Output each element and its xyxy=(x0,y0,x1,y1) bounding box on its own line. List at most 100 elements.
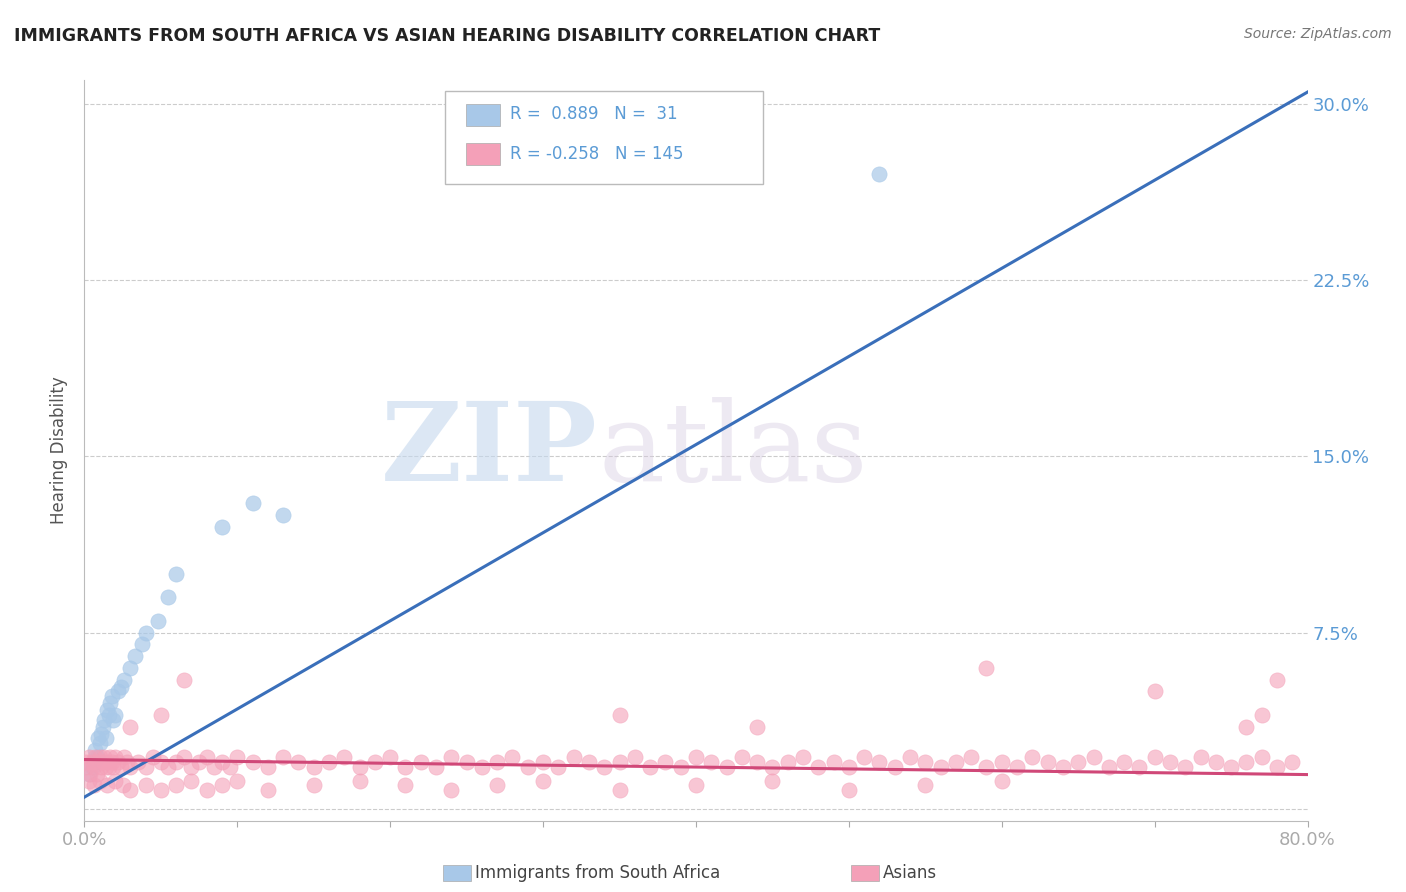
Point xyxy=(471,759,494,773)
Point xyxy=(93,750,115,764)
Point xyxy=(456,755,478,769)
Point xyxy=(747,755,769,769)
Point xyxy=(287,755,309,769)
Point xyxy=(776,755,799,769)
Point xyxy=(149,707,172,722)
Point xyxy=(242,496,264,510)
Point xyxy=(173,673,195,687)
Text: R = -0.258   N = 145: R = -0.258 N = 145 xyxy=(510,145,683,163)
Point xyxy=(124,649,146,664)
Text: Immigrants from South Africa: Immigrants from South Africa xyxy=(475,864,720,882)
Point xyxy=(792,750,814,764)
Point xyxy=(440,750,463,764)
Y-axis label: Hearing Disability: Hearing Disability xyxy=(51,376,69,524)
Point xyxy=(883,759,905,773)
Point xyxy=(700,755,723,769)
Point xyxy=(80,759,103,773)
Point xyxy=(98,696,121,710)
Text: Source: ZipAtlas.com: Source: ZipAtlas.com xyxy=(1244,27,1392,41)
Point xyxy=(226,750,249,764)
Point xyxy=(131,637,153,651)
Point xyxy=(716,759,738,773)
Point xyxy=(195,750,218,764)
Point xyxy=(101,689,124,703)
Point xyxy=(654,755,676,769)
Point xyxy=(157,591,180,605)
Text: ZIP: ZIP xyxy=(381,397,598,504)
Point xyxy=(869,167,891,181)
Point xyxy=(761,773,783,788)
Point xyxy=(165,566,187,581)
Point xyxy=(84,750,107,764)
Point xyxy=(180,773,202,788)
Point xyxy=(180,759,202,773)
Point xyxy=(211,778,233,792)
Point xyxy=(173,750,195,764)
FancyBboxPatch shape xyxy=(446,91,763,184)
Point xyxy=(1250,707,1272,722)
Point xyxy=(364,755,387,769)
Text: Asians: Asians xyxy=(883,864,936,882)
Point xyxy=(502,750,524,764)
Point xyxy=(97,759,120,773)
Point xyxy=(1098,759,1121,773)
Point xyxy=(898,750,921,764)
Point xyxy=(409,755,432,769)
Point xyxy=(165,778,187,792)
Point xyxy=(1159,755,1181,769)
Point xyxy=(1205,755,1227,769)
Point xyxy=(1143,750,1166,764)
Point xyxy=(945,755,967,769)
Point xyxy=(1036,755,1059,769)
Point xyxy=(425,759,447,773)
Point xyxy=(211,520,233,534)
Point xyxy=(110,680,132,694)
Point xyxy=(83,778,105,792)
Point xyxy=(120,759,142,773)
Point xyxy=(271,750,294,764)
Point xyxy=(1220,759,1243,773)
Point xyxy=(609,707,631,722)
Point xyxy=(685,778,707,792)
Point xyxy=(1114,755,1136,769)
Text: atlas: atlas xyxy=(598,397,868,504)
Point xyxy=(807,759,830,773)
Point xyxy=(111,778,134,792)
Point xyxy=(87,731,110,746)
Point xyxy=(211,755,233,769)
Point xyxy=(91,720,114,734)
Point xyxy=(516,759,538,773)
Point xyxy=(1250,750,1272,764)
Point xyxy=(120,720,142,734)
Point xyxy=(1083,750,1105,764)
Point xyxy=(318,755,340,769)
Point xyxy=(333,750,356,764)
Point xyxy=(120,783,142,797)
Point xyxy=(609,755,631,769)
Point xyxy=(271,508,294,522)
Point xyxy=(747,720,769,734)
Point xyxy=(914,755,936,769)
Point xyxy=(93,713,115,727)
Point xyxy=(669,759,692,773)
Point xyxy=(146,614,169,628)
Point xyxy=(110,759,132,773)
Point xyxy=(96,778,118,792)
Point xyxy=(75,755,97,769)
Point xyxy=(380,750,402,764)
Point xyxy=(1281,755,1303,769)
Point xyxy=(195,783,218,797)
Point xyxy=(149,783,172,797)
Point xyxy=(976,661,998,675)
Point xyxy=(94,759,117,773)
Point xyxy=(302,759,325,773)
Point xyxy=(394,778,416,792)
Point xyxy=(976,759,998,773)
Point xyxy=(960,750,983,764)
Text: R =  0.889   N =  31: R = 0.889 N = 31 xyxy=(510,105,678,123)
Point xyxy=(1265,673,1288,687)
Point xyxy=(77,773,100,788)
Point xyxy=(761,759,783,773)
Point xyxy=(86,766,108,780)
Point xyxy=(914,778,936,792)
